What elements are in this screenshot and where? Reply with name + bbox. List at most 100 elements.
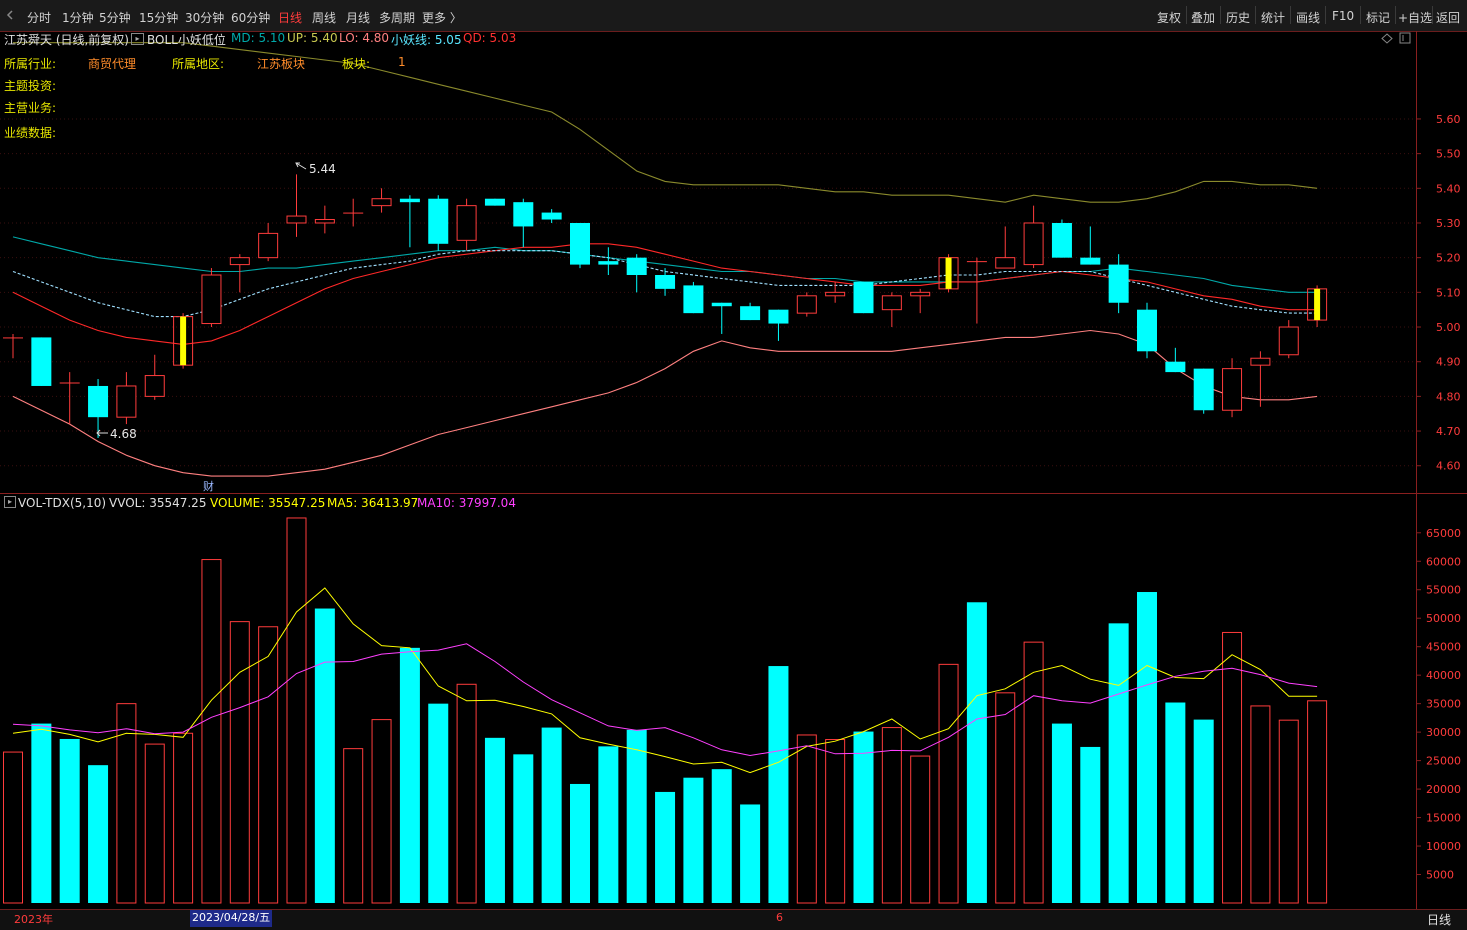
tab-monthly[interactable]: 月线 [346, 11, 371, 25]
expand-icon[interactable]: ▸ [4, 496, 16, 508]
candle-body [180, 316, 187, 366]
region-label: 所属地区: [172, 57, 225, 71]
candle-body [541, 212, 562, 220]
add-watchlist-button[interactable]: +自选 [1398, 11, 1433, 25]
volume-tick-label: 45000 [1426, 641, 1461, 654]
finance-marker[interactable]: 财 [203, 479, 214, 493]
price-tick-label: 5.60 [1436, 113, 1461, 126]
industry-label: 所属行业: [4, 57, 57, 71]
candle-body [1108, 264, 1129, 303]
price-tick-label: 5.00 [1436, 321, 1461, 334]
volume-tick-label: 35000 [1426, 698, 1461, 711]
tab-5min[interactable]: 5分钟 [99, 11, 131, 25]
date-axis [0, 909, 1467, 930]
candle-body [1080, 257, 1101, 265]
candle-body [31, 337, 52, 386]
candle-body [966, 261, 987, 263]
industry-value[interactable]: 商贸代理 [88, 57, 137, 71]
ma10-value: MA10: 37997.04 [417, 496, 516, 510]
price-tick-label: 4.60 [1436, 460, 1461, 473]
f10-button[interactable]: F10 [1332, 9, 1355, 23]
price-tick-label: 5.40 [1436, 182, 1461, 195]
candle-body [768, 309, 789, 324]
volume-bar [1080, 746, 1101, 903]
volume-bar [116, 703, 137, 904]
diamond-icon[interactable] [1381, 33, 1393, 44]
sector-value[interactable]: 1 [398, 55, 406, 69]
tab-fenshi[interactable]: 分时 [27, 11, 52, 25]
tab-30min[interactable]: 30分钟 [185, 11, 225, 25]
candle-body [1193, 368, 1214, 411]
volume-bar [1222, 631, 1243, 904]
price-tick-label: 5.50 [1436, 148, 1461, 161]
volume-tick-label: 60000 [1426, 555, 1461, 568]
volume-bar [1108, 623, 1129, 903]
tab-weekly[interactable]: 周线 [312, 11, 337, 25]
collapse-icon[interactable] [4, 9, 16, 21]
candle-body [910, 291, 931, 297]
toolbar-divider [1290, 6, 1291, 24]
boll-line-LO [12, 329, 1318, 477]
candle-body [1023, 222, 1044, 266]
volume-bars [3, 517, 1328, 904]
volume-tick-label: 5000 [1426, 869, 1454, 882]
volume-bar [541, 727, 562, 903]
candle-body [796, 295, 817, 314]
draw-line-button[interactable]: 画线 [1296, 11, 1321, 25]
volume-bar [938, 663, 959, 904]
volume-bar [88, 765, 109, 903]
high-annotation: 5.44 [295, 162, 336, 176]
month-label: 6 [776, 911, 783, 924]
volume-bar [655, 791, 676, 903]
tab-1min[interactable]: 1分钟 [62, 11, 94, 25]
price-tick-label: 4.80 [1436, 390, 1461, 403]
tab-more[interactable]: 更多 〉 [422, 11, 462, 25]
high-price-label: 5.44 [309, 162, 336, 176]
volume-indicator-name[interactable]: VOL-TDX(5,10) [18, 496, 107, 510]
expand-icon[interactable]: ▸ [131, 33, 144, 45]
candle-body [229, 257, 250, 266]
overlay-button[interactable]: 叠加 [1191, 11, 1216, 25]
window-icon[interactable] [1399, 32, 1411, 44]
price-axis: 4.60 4.70 4.80 4.90 5.00 5.10 5.20 5.30 5.40 5.50… [1416, 113, 1461, 473]
volume-axis: 5000 10000 15000 20000 25000 30000 35000 40000 4… [1416, 527, 1461, 882]
mark-button[interactable]: 标记 [1366, 11, 1391, 25]
volume-bar [201, 559, 222, 904]
region-value[interactable]: 江苏板块 [257, 57, 306, 71]
tab-15min[interactable]: 15分钟 [139, 11, 179, 25]
statistics-button[interactable]: 统计 [1261, 11, 1286, 25]
volume-bar [598, 746, 619, 903]
volume-line-MA10 [12, 643, 1318, 757]
volume-bar [740, 804, 761, 903]
volume-bar [626, 729, 647, 903]
volume-tick-label: 65000 [1426, 527, 1461, 540]
tab-daily[interactable]: 日线 [278, 11, 303, 25]
xyx-value: 小妖线: 5.05 [391, 33, 462, 47]
candle-body [484, 198, 505, 206]
volume-bar [1307, 700, 1328, 904]
candle-body [201, 274, 222, 325]
candle-body [371, 198, 392, 207]
indicator-name[interactable]: BOLL小妖低位 [147, 33, 226, 47]
candle-body [428, 198, 449, 244]
candle-body [144, 375, 165, 397]
restore-rights-button[interactable]: 复权 [1157, 11, 1182, 25]
price-tick-label: 4.70 [1436, 425, 1461, 438]
volume-bar [31, 723, 52, 903]
candle-body [995, 257, 1016, 269]
tab-multi-period[interactable]: 多周期 [379, 11, 416, 25]
volume-bar [314, 608, 335, 903]
history-button[interactable]: 历史 [1226, 11, 1251, 25]
tab-60min[interactable]: 60分钟 [231, 11, 271, 25]
candle-body [1250, 357, 1271, 366]
boll-line-QD [12, 250, 1318, 318]
candle-body [456, 205, 477, 241]
toolbar-divider [1432, 6, 1433, 24]
period-indicator[interactable]: 日线 [1427, 913, 1452, 927]
volume-tick-label: 20000 [1426, 783, 1461, 796]
candle-body [88, 385, 109, 418]
back-button[interactable]: 返回 [1436, 11, 1461, 25]
volume-tick-label: 55000 [1426, 584, 1461, 597]
candle-body [740, 306, 761, 321]
